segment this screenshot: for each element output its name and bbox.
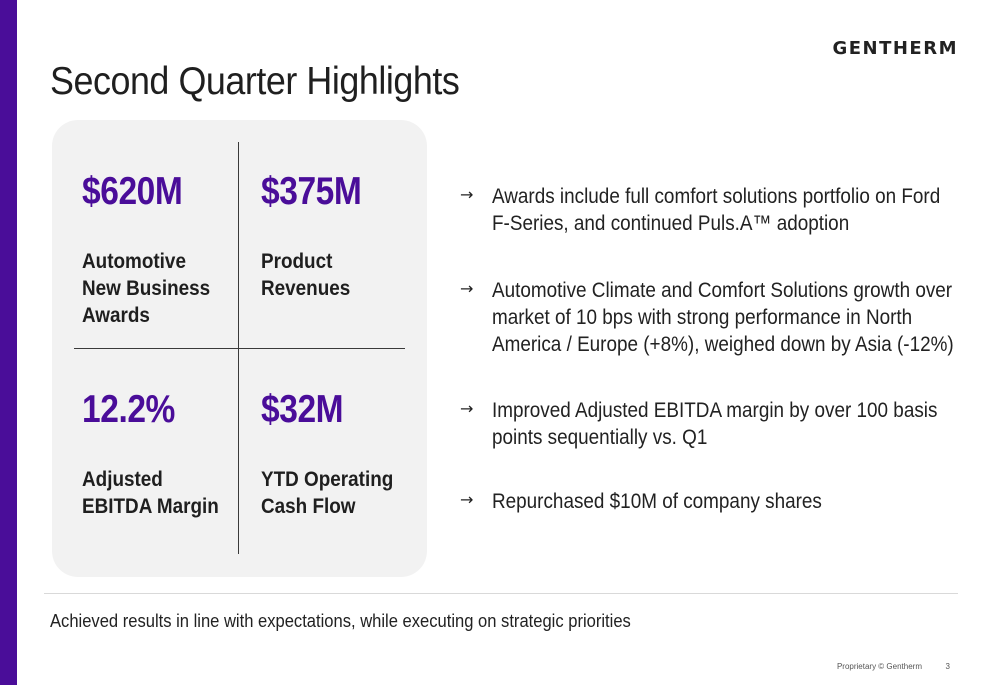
bullet-text: Awards include full comfort solutions po… bbox=[492, 183, 960, 237]
bullet-line: Repurchased $10M of company shares bbox=[492, 490, 822, 513]
bullet-line: America / Europe (+8%), weighed down by … bbox=[492, 333, 954, 356]
bullet-line: Automotive Climate and Comfort Solutions… bbox=[492, 279, 953, 302]
kpi-label-line: Product bbox=[261, 250, 333, 273]
kpi-horizontal-divider bbox=[74, 348, 405, 349]
bullet-line: F-Series, and continued Puls.A™ adoption bbox=[492, 212, 850, 235]
kpi-label: YTD Operating Cash Flow bbox=[261, 466, 414, 520]
kpi-new-business-awards: $620M Automotive New Business Awards bbox=[82, 170, 252, 329]
bullet-text: Automotive Climate and Comfort Solutions… bbox=[492, 277, 960, 358]
kpi-ytd-operating-cash-flow: $32M YTD Operating Cash Flow bbox=[261, 388, 431, 520]
bullet-line: market of 10 bps with strong performance… bbox=[492, 306, 913, 329]
kpi-value: 12.2% bbox=[82, 388, 175, 431]
kpi-label: Adjusted EBITDA Margin bbox=[82, 466, 235, 520]
kpi-label-line: New Business bbox=[82, 277, 211, 300]
arrow-right-icon: → bbox=[460, 490, 474, 509]
bullet-line: Awards include full comfort solutions po… bbox=[492, 185, 941, 208]
arrow-right-icon: → bbox=[460, 399, 474, 418]
kpi-product-revenues: $375M Product Revenues bbox=[261, 170, 431, 302]
kpi-value: $32M bbox=[261, 388, 344, 431]
arrow-right-icon: → bbox=[460, 185, 474, 204]
kpi-label-line: Adjusted bbox=[82, 468, 163, 491]
kpi-label-line: Revenues bbox=[261, 277, 351, 300]
bullet-line: Improved Adjusted EBITDA margin by over … bbox=[492, 399, 938, 422]
footer-divider bbox=[44, 593, 958, 594]
footer-summary: Achieved results in line with expectatio… bbox=[50, 611, 631, 631]
bullet-line: points sequentially vs. Q1 bbox=[492, 426, 708, 449]
kpi-label-line: Automotive bbox=[82, 250, 186, 273]
bullet-text: Improved Adjusted EBITDA margin by over … bbox=[492, 397, 960, 451]
proprietary-notice: Proprietary © Gentherm bbox=[836, 662, 922, 671]
kpi-label-line: Awards bbox=[82, 304, 150, 327]
page-number: 3 bbox=[945, 662, 950, 671]
kpi-label-line: EBITDA Margin bbox=[82, 495, 219, 518]
kpi-value: $375M bbox=[261, 170, 362, 213]
kpi-adjusted-ebitda-margin: 12.2% Adjusted EBITDA Margin bbox=[82, 388, 252, 520]
kpi-value: $620M bbox=[82, 170, 183, 213]
kpi-label: Automotive New Business Awards bbox=[82, 248, 235, 329]
arrow-right-icon: → bbox=[460, 279, 474, 298]
accent-side-bar bbox=[0, 0, 17, 685]
kpi-label-line: Cash Flow bbox=[261, 495, 356, 518]
bullet-text: Repurchased $10M of company shares bbox=[492, 488, 960, 515]
kpi-label: Product Revenues bbox=[261, 248, 414, 302]
slide-title: Second Quarter Highlights bbox=[50, 60, 460, 103]
kpi-label-line: YTD Operating bbox=[261, 468, 394, 491]
kpi-card: $620M Automotive New Business Awards $37… bbox=[52, 120, 427, 577]
gentherm-logo: GENTHERM bbox=[832, 38, 958, 59]
